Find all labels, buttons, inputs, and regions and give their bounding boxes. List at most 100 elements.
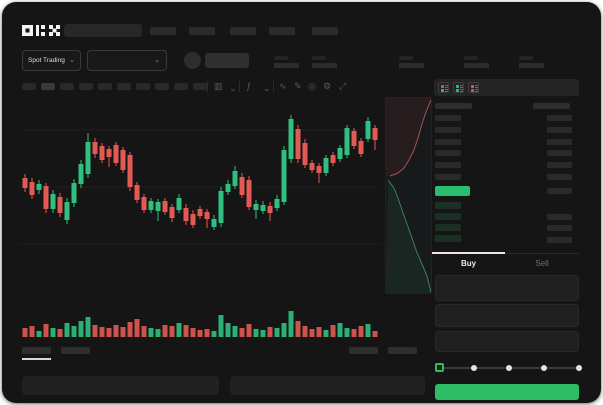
volume-bar (71, 326, 77, 337)
ask-row-price (435, 174, 461, 180)
candle-body (127, 155, 133, 187)
volume-bar (43, 324, 49, 337)
tab-sell[interactable]: Sell (535, 259, 549, 268)
volume-bar (78, 321, 84, 337)
candle-body (204, 212, 210, 219)
volume-bar (358, 326, 364, 337)
timeframe-button[interactable] (136, 83, 150, 90)
total-input[interactable] (435, 331, 579, 352)
buy-button[interactable] (435, 384, 579, 400)
volume-bar (183, 325, 189, 337)
volume-bar (99, 327, 105, 337)
candle-body (57, 197, 63, 213)
last-price-badge (435, 186, 470, 196)
candle-body (225, 184, 231, 192)
candle-body (232, 171, 238, 186)
volume-bar (267, 327, 273, 337)
candle-body (337, 148, 343, 159)
camera-icon[interactable]: ◎ (308, 81, 316, 91)
ask-row-price (435, 115, 461, 121)
timeframe-button[interactable] (193, 83, 207, 90)
slider-dot[interactable] (506, 365, 512, 371)
avatar[interactable] (184, 52, 201, 69)
volume-bar (288, 311, 294, 337)
amount-input[interactable] (435, 304, 579, 327)
book-combined-icon[interactable] (438, 82, 449, 93)
market-selector[interactable]: Spot Trading ⌄ (22, 50, 81, 71)
indicators-icon[interactable]: ƒ (246, 81, 252, 91)
candle-body (141, 197, 147, 210)
slider-dot[interactable] (576, 365, 582, 371)
ask-row-amount (547, 127, 572, 133)
volume-bar (155, 329, 161, 337)
timeframe-button[interactable] (41, 83, 55, 90)
active-tab-indicator (432, 252, 505, 254)
volume-bar (274, 328, 280, 337)
timeframe-button[interactable] (22, 83, 36, 90)
volume-bar (141, 326, 147, 337)
candle-style-icon[interactable]: ▥ (214, 81, 223, 91)
candle-body (155, 202, 161, 211)
timeframe-button[interactable] (98, 83, 112, 90)
candle-body (253, 204, 259, 210)
settings-icon[interactable]: ⚙ (323, 81, 332, 91)
bottom-tab[interactable] (61, 347, 90, 354)
volume-bar (295, 321, 301, 337)
nav-item[interactable] (189, 27, 215, 35)
timeframe-button[interactable] (117, 83, 131, 90)
book-asks-icon[interactable] (468, 82, 479, 93)
candlestick-chart[interactable] (20, 97, 380, 292)
candle-body (85, 142, 91, 174)
chevron-down-icon: ⌄ (69, 57, 75, 64)
nav-item[interactable] (269, 27, 295, 35)
volume-bar (218, 315, 224, 337)
tab-buy[interactable]: Buy (460, 259, 477, 268)
candle-body (22, 178, 28, 188)
volume-bar (64, 323, 70, 337)
timeframe-button[interactable] (79, 83, 93, 90)
bid-row-price (435, 213, 461, 220)
orderbook-mode-bar (434, 79, 579, 96)
candle-body (64, 202, 70, 220)
slider-dot[interactable] (541, 365, 547, 371)
nav-item[interactable] (312, 27, 338, 35)
volume-bar (169, 326, 175, 337)
volume-bar (36, 331, 42, 337)
candle-body (50, 194, 56, 209)
candle-body (99, 146, 105, 160)
ask-row-price (435, 150, 461, 156)
bottom-tab[interactable] (22, 347, 51, 354)
timeframe-button[interactable] (174, 83, 188, 90)
draw-icon[interactable]: ✎ (294, 81, 302, 91)
volume-bar (316, 327, 322, 337)
slider-handle[interactable] (435, 363, 444, 372)
timeframe-button[interactable] (155, 83, 169, 90)
bottom-tab[interactable] (349, 347, 378, 354)
nav-item[interactable] (150, 27, 176, 35)
slider-dot[interactable] (471, 365, 477, 371)
chevron-down-icon[interactable]: ⌄ (229, 83, 237, 93)
bottom-tab[interactable] (388, 347, 417, 354)
book-bids-icon[interactable] (453, 82, 464, 93)
ticker-stat-label (274, 56, 288, 60)
pair-selector[interactable]: ⌄ (87, 50, 167, 71)
fullscreen-icon[interactable]: ⤢ (339, 81, 347, 91)
volume-bar (120, 327, 126, 337)
account-button[interactable] (205, 53, 249, 68)
okx-logo (22, 25, 60, 36)
price-input[interactable] (435, 275, 579, 301)
amount-slider[interactable] (435, 360, 582, 376)
candle-body (351, 131, 357, 146)
volume-bar (50, 328, 56, 337)
search-input[interactable] (64, 24, 142, 37)
candle-body (358, 141, 364, 154)
candle-body (183, 208, 189, 221)
volume-bar (365, 324, 371, 337)
chevron-down-icon[interactable]: ⌄ (263, 83, 271, 93)
nav-item[interactable] (230, 27, 256, 35)
bid-row-price (435, 202, 461, 209)
timeframe-button[interactable] (60, 83, 74, 90)
volume-bar (337, 323, 343, 337)
candle-body (176, 198, 182, 210)
line-chart-icon[interactable]: ∿ (279, 81, 287, 91)
